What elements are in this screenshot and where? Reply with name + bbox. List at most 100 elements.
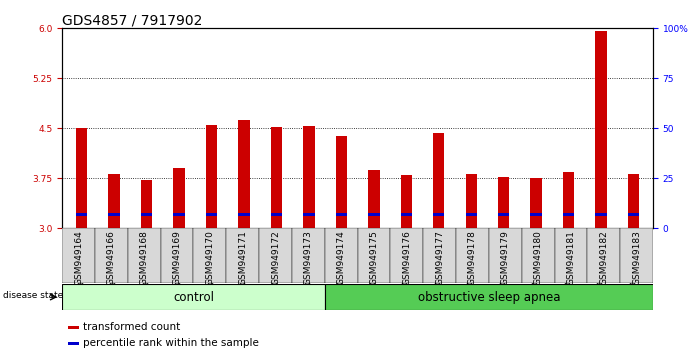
Bar xyxy=(563,213,574,216)
Bar xyxy=(489,228,522,283)
Text: GSM949169: GSM949169 xyxy=(175,229,184,284)
Bar xyxy=(368,170,379,228)
Bar xyxy=(259,228,292,283)
Text: GSM949177: GSM949177 xyxy=(434,229,443,284)
Text: GSM949183: GSM949183 xyxy=(632,230,641,285)
Text: GSM949173: GSM949173 xyxy=(304,230,313,285)
Bar xyxy=(173,169,184,228)
Text: percentile rank within the sample: percentile rank within the sample xyxy=(83,338,258,348)
Bar xyxy=(401,175,412,228)
Bar xyxy=(325,228,358,283)
Bar xyxy=(325,284,653,310)
Text: GSM949181: GSM949181 xyxy=(567,230,576,285)
Text: transformed count: transformed count xyxy=(83,322,180,332)
Bar xyxy=(456,228,489,283)
Text: GSM949169: GSM949169 xyxy=(173,230,182,285)
Text: obstructive sleep apnea: obstructive sleep apnea xyxy=(417,291,560,303)
Bar xyxy=(336,213,347,216)
Text: GSM949181: GSM949181 xyxy=(564,229,573,284)
Text: GSM949179: GSM949179 xyxy=(501,230,510,285)
Text: GSM949176: GSM949176 xyxy=(402,230,411,285)
Bar xyxy=(358,228,390,283)
Bar xyxy=(466,213,477,216)
Bar xyxy=(238,120,249,228)
Text: GSM949164: GSM949164 xyxy=(77,229,86,284)
Bar xyxy=(498,177,509,228)
Bar xyxy=(271,213,282,216)
Bar xyxy=(587,228,621,283)
Text: GSM949174: GSM949174 xyxy=(337,230,346,285)
Bar xyxy=(531,178,542,228)
Text: GSM949178: GSM949178 xyxy=(468,230,477,285)
Text: GSM949166: GSM949166 xyxy=(110,229,119,284)
Bar xyxy=(596,31,607,228)
Bar xyxy=(128,228,160,283)
Bar xyxy=(271,127,282,228)
Bar xyxy=(68,326,79,329)
Bar xyxy=(108,174,120,228)
Bar xyxy=(621,228,653,283)
Text: GSM949168: GSM949168 xyxy=(142,229,151,284)
Text: GSM949172: GSM949172 xyxy=(271,230,280,285)
Bar xyxy=(401,213,412,216)
Text: GSM949180: GSM949180 xyxy=(531,229,540,284)
Text: GSM949166: GSM949166 xyxy=(107,230,116,285)
Text: GSM949175: GSM949175 xyxy=(369,229,379,284)
Bar xyxy=(531,213,542,216)
Text: GSM949172: GSM949172 xyxy=(272,229,281,284)
Text: GSM949175: GSM949175 xyxy=(370,230,379,285)
Text: GSM949171: GSM949171 xyxy=(240,229,249,284)
Bar xyxy=(62,284,325,310)
Text: GDS4857 / 7917902: GDS4857 / 7917902 xyxy=(62,13,202,27)
Bar xyxy=(433,133,444,228)
Bar xyxy=(292,228,325,283)
Text: GSM949182: GSM949182 xyxy=(596,229,605,284)
Bar xyxy=(555,228,587,283)
Text: GSM949180: GSM949180 xyxy=(533,230,542,285)
Bar xyxy=(173,213,184,216)
Text: GSM949168: GSM949168 xyxy=(140,230,149,285)
Bar xyxy=(368,213,379,216)
Text: GSM949176: GSM949176 xyxy=(401,229,410,284)
Bar xyxy=(141,180,152,228)
Bar xyxy=(498,213,509,216)
Bar xyxy=(227,228,259,283)
Text: GSM949177: GSM949177 xyxy=(435,230,444,285)
Bar xyxy=(563,172,574,228)
Bar xyxy=(628,174,639,228)
Text: GSM949170: GSM949170 xyxy=(205,230,214,285)
Bar xyxy=(522,228,554,283)
Bar xyxy=(336,136,347,228)
Bar xyxy=(206,213,217,216)
Text: GSM949182: GSM949182 xyxy=(599,230,608,285)
Text: GSM949178: GSM949178 xyxy=(466,229,475,284)
Bar xyxy=(206,125,217,228)
Bar xyxy=(68,342,79,345)
Text: GSM949171: GSM949171 xyxy=(238,230,247,285)
Text: GSM949174: GSM949174 xyxy=(337,229,346,284)
Bar xyxy=(238,213,249,216)
Bar xyxy=(76,213,87,216)
Bar xyxy=(303,126,314,228)
Bar xyxy=(596,213,607,216)
Bar xyxy=(141,213,152,216)
Text: control: control xyxy=(173,291,214,303)
Text: GSM949173: GSM949173 xyxy=(305,229,314,284)
Bar xyxy=(62,228,95,283)
Text: disease state: disease state xyxy=(3,291,64,300)
Bar xyxy=(390,228,423,283)
Bar xyxy=(466,174,477,228)
Text: GSM949183: GSM949183 xyxy=(629,229,638,284)
Text: GSM949170: GSM949170 xyxy=(207,229,216,284)
Bar xyxy=(628,213,639,216)
Bar xyxy=(160,228,193,283)
Bar xyxy=(95,228,128,283)
Text: GSM949164: GSM949164 xyxy=(74,230,83,285)
Text: GSM949179: GSM949179 xyxy=(499,229,508,284)
Bar xyxy=(303,213,314,216)
Bar xyxy=(423,228,456,283)
Bar xyxy=(193,228,227,283)
Bar xyxy=(108,213,120,216)
Bar xyxy=(433,213,444,216)
Bar xyxy=(76,129,87,228)
